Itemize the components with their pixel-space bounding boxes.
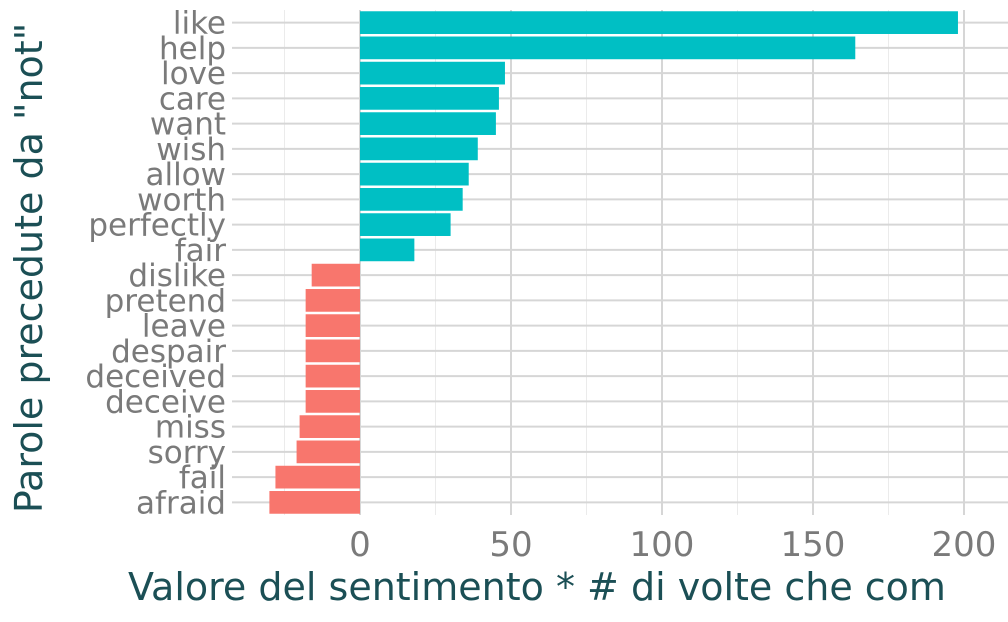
y-tick-label: sorry	[148, 435, 226, 471]
y-tick-label: afraid	[136, 485, 226, 521]
y-tick-label: like	[173, 6, 226, 42]
y-tick-label: perfectly	[88, 208, 226, 244]
bar-fail	[275, 465, 360, 489]
y-tick-labels: likehelplovecarewantwishallowworthperfec…	[85, 6, 226, 522]
y-tick-label: dislike	[128, 258, 226, 294]
x-tick-label: 0	[349, 525, 371, 565]
bar-care	[360, 87, 499, 110]
bar-afraid	[269, 491, 360, 514]
bar-deceive	[305, 390, 360, 413]
y-tick-label: care	[159, 81, 226, 117]
x-axis-title: Valore del sentimento * # di volte che c…	[128, 565, 946, 609]
bar-wish	[360, 137, 478, 161]
bar-allow	[360, 162, 469, 186]
grid-lines	[232, 10, 1008, 515]
y-tick-label: wish	[156, 132, 226, 168]
bar-despair	[305, 339, 360, 363]
bar-help	[360, 36, 856, 60]
y-tick-label: fail	[179, 460, 226, 496]
bar-worth	[360, 188, 463, 211]
bars-layer	[269, 11, 958, 514]
y-axis-title: Parole precedute da "not"	[7, 23, 51, 513]
bar-sorry	[296, 440, 360, 464]
bar-like	[360, 11, 958, 34]
x-tick-label: 100	[630, 525, 695, 565]
y-tick-label: deceive	[105, 384, 226, 420]
x-tick-label: 200	[932, 525, 997, 565]
bar-leave	[305, 314, 360, 337]
bar-dislike	[311, 263, 360, 287]
bar-love	[360, 61, 505, 85]
y-tick-label: miss	[155, 410, 226, 446]
y-tick-label: despair	[111, 334, 226, 370]
x-tick-labels: 0 50 100 150 200	[349, 525, 996, 565]
bar-want	[360, 112, 496, 135]
y-tick-label: help	[159, 31, 226, 67]
bar-pretend	[305, 289, 360, 312]
bar-perfectly	[360, 213, 451, 236]
y-tick-label: worth	[137, 182, 226, 218]
x-tick-label: 150	[781, 525, 846, 565]
x-tick-label: 50	[489, 525, 532, 565]
y-tick-label: allow	[145, 157, 226, 193]
y-tick-label: leave	[142, 309, 226, 345]
y-tick-label: pretend	[105, 283, 226, 319]
bar-fair	[360, 238, 415, 262]
bar-miss	[299, 415, 360, 438]
y-tick-label: want	[150, 107, 226, 143]
y-tick-label: deceived	[85, 359, 226, 395]
y-tick-label: love	[161, 56, 226, 92]
bar-deceived	[305, 364, 360, 388]
y-tick-label: fair	[175, 233, 227, 269]
